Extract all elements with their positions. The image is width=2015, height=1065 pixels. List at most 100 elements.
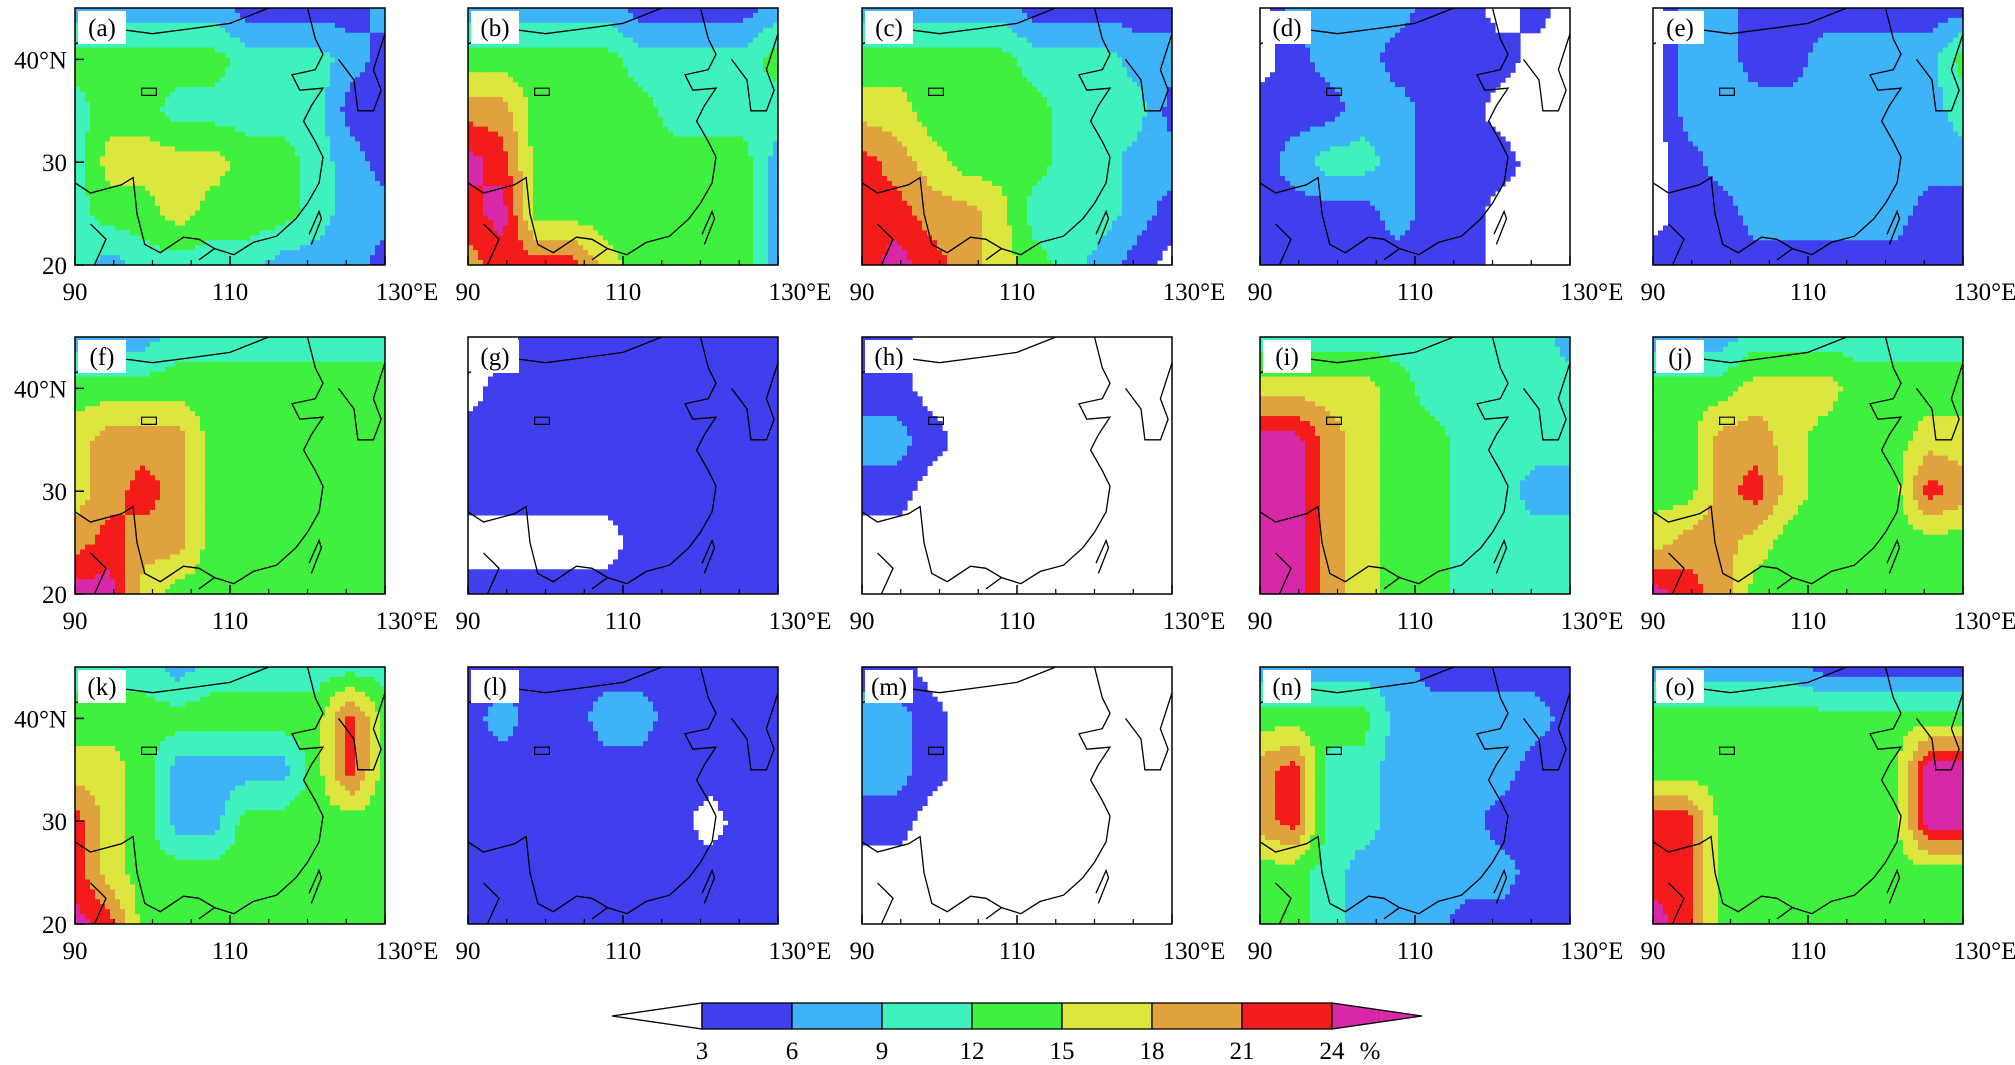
field-cell xyxy=(265,22,271,29)
field-cell xyxy=(643,62,649,68)
field-cell xyxy=(250,255,256,261)
field-cell xyxy=(633,52,639,59)
field-cell xyxy=(568,72,574,78)
field-cell xyxy=(290,156,296,162)
field-cell xyxy=(115,57,121,63)
field-cell xyxy=(360,195,366,202)
field-cell xyxy=(748,12,754,19)
field-cell xyxy=(95,111,101,118)
field-cell xyxy=(623,57,629,63)
field-cell xyxy=(713,27,719,34)
field-cell xyxy=(100,116,106,123)
field-cell xyxy=(260,176,266,182)
field-cell xyxy=(603,32,609,39)
field-cell xyxy=(683,131,689,138)
field-cell xyxy=(345,136,351,143)
field-cell xyxy=(325,200,331,207)
field-cell xyxy=(95,101,101,108)
field-cell xyxy=(708,121,714,128)
field-cell xyxy=(120,225,126,231)
field-cell xyxy=(155,27,161,34)
field-cell xyxy=(473,96,479,103)
field-cell xyxy=(130,52,136,59)
field-cell xyxy=(658,62,664,68)
field-cell xyxy=(165,96,171,103)
field-cell xyxy=(345,245,351,251)
field-cell xyxy=(315,260,321,265)
field-cell xyxy=(165,156,171,162)
field-cell xyxy=(758,8,764,14)
field-cell xyxy=(478,141,484,147)
field-cell xyxy=(185,87,191,93)
field-cell xyxy=(130,171,136,177)
field-cell xyxy=(713,121,719,128)
field-cell xyxy=(300,67,306,73)
field-cell xyxy=(100,47,106,54)
field-cell xyxy=(155,185,161,192)
field-cell xyxy=(310,106,316,113)
field-cell xyxy=(618,17,624,24)
field-cell xyxy=(355,52,361,59)
field-cell xyxy=(160,195,166,202)
field-cell xyxy=(190,17,196,24)
field-cell xyxy=(90,92,96,98)
field-cell xyxy=(315,32,321,39)
field-cell xyxy=(250,32,256,39)
field-cell xyxy=(583,106,589,113)
field-cell xyxy=(80,156,86,162)
field-cell xyxy=(673,42,679,49)
field-cell xyxy=(100,126,106,133)
field-cell xyxy=(768,8,774,14)
field-cell xyxy=(245,156,251,162)
field-cell xyxy=(145,67,151,73)
field-cell xyxy=(215,121,221,128)
field-cell xyxy=(673,92,679,98)
field-cell xyxy=(663,82,669,88)
field-cell xyxy=(638,37,644,44)
field-cell xyxy=(270,17,276,24)
field-cell xyxy=(305,205,311,212)
field-cell xyxy=(718,67,724,73)
field-cell xyxy=(360,12,366,19)
field-cell xyxy=(260,136,266,143)
field-cell xyxy=(285,121,291,128)
field-cell xyxy=(345,255,351,261)
field-cell xyxy=(325,82,331,88)
field-cell xyxy=(593,37,599,44)
field-cell xyxy=(365,131,371,138)
field-cell xyxy=(355,255,361,261)
field-cell xyxy=(375,32,381,39)
field-cell xyxy=(653,82,659,88)
field-cell xyxy=(205,131,211,138)
field-cell xyxy=(220,22,226,29)
field-cell xyxy=(583,67,589,73)
field-cell xyxy=(478,126,484,133)
field-cell xyxy=(483,67,489,73)
field-cell xyxy=(205,126,211,133)
field-cell xyxy=(140,92,146,98)
field-cell xyxy=(330,185,336,192)
field-cell xyxy=(210,106,216,113)
field-cell xyxy=(220,126,226,133)
field-cell xyxy=(240,240,246,246)
field-cell xyxy=(200,151,206,157)
field-cell xyxy=(375,47,381,54)
field-cell xyxy=(250,195,256,202)
field-cell xyxy=(703,121,709,128)
field-cell xyxy=(523,57,529,63)
field-cell xyxy=(723,42,729,49)
field-cell xyxy=(165,225,171,231)
field-cell xyxy=(295,180,301,187)
field-cell xyxy=(360,27,366,34)
field-cell xyxy=(300,131,306,138)
field-cell xyxy=(290,141,296,147)
field-cell xyxy=(345,185,351,192)
field-cell xyxy=(653,32,659,39)
field-cell xyxy=(573,87,579,93)
field-cell xyxy=(295,215,301,222)
field-cell xyxy=(145,166,151,172)
field-cell xyxy=(330,215,336,222)
field-cell xyxy=(315,72,321,78)
field-cell xyxy=(200,82,206,88)
field-cell xyxy=(678,67,684,73)
